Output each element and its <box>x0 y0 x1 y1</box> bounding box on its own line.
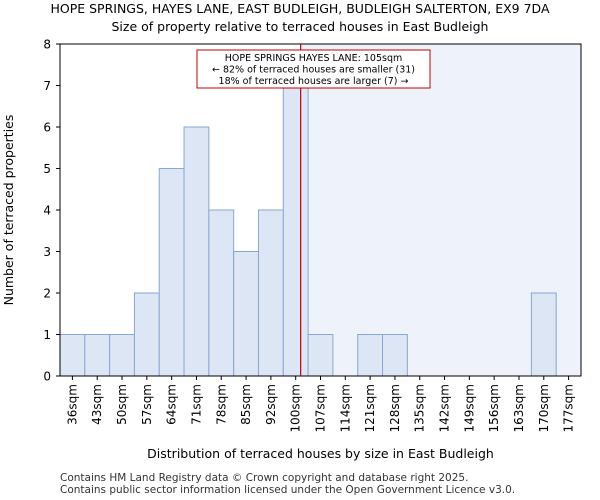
bar-107sqm <box>307 334 334 377</box>
bar-121sqm <box>357 334 384 377</box>
bar-64sqm <box>158 168 185 377</box>
footer-copyright: Contains HM Land Registry data © Crown c… <box>60 472 469 484</box>
bar-43sqm <box>84 334 111 377</box>
y-tick-label: 6 <box>43 121 51 135</box>
bar-78sqm <box>208 209 235 377</box>
x-tick-label: 142sqm <box>438 384 452 432</box>
bar-92sqm <box>257 209 284 377</box>
x-tick-label: 50sqm <box>115 384 129 425</box>
x-tick-label: 156sqm <box>487 384 501 432</box>
x-tick-label: 64sqm <box>165 384 179 425</box>
bar-100sqm <box>282 85 309 377</box>
bar-50sqm <box>109 334 135 377</box>
x-tick-label: 128sqm <box>388 384 402 432</box>
bar-57sqm <box>133 292 160 377</box>
x-tick-label: 149sqm <box>462 384 476 432</box>
chart-title: HOPE SPRINGS, HAYES LANE, EAST BUDLEIGH,… <box>50 1 550 16</box>
y-tick-label: 4 <box>43 204 51 218</box>
x-tick-label: 57sqm <box>140 384 154 425</box>
x-tick-label: 71sqm <box>189 384 203 425</box>
x-tick-label: 43sqm <box>90 384 104 425</box>
chart-subtitle: Size of property relative to terraced ho… <box>111 19 489 34</box>
x-tick-label: 121sqm <box>363 384 377 432</box>
x-tick-label: 107sqm <box>314 384 328 432</box>
annotation-line-2: ← 82% of terraced houses are smaller (31… <box>212 65 415 76</box>
y-tick-label: 2 <box>43 287 51 301</box>
bar-170sqm <box>530 292 557 377</box>
y-tick-label: 3 <box>43 245 51 259</box>
x-tick-label: 85sqm <box>239 384 253 425</box>
x-tick-label: 170sqm <box>537 384 551 432</box>
y-tick-label: 1 <box>43 328 51 342</box>
bar-chart: 0 1 2 3 4 5 6 7 8 36sqm 43sqm 50sqm 57sqm 64sqm 71sqm 7… <box>1 38 582 461</box>
x-tick-label: 92sqm <box>264 384 278 425</box>
x-tick-label: 78sqm <box>214 384 228 425</box>
annotation-box <box>196 49 431 89</box>
bar-71sqm <box>183 126 210 377</box>
x-tick-label: 177sqm <box>562 384 576 432</box>
annotation-line-1: HOPE SPRINGS HAYES LANE: 105sqm <box>225 53 403 64</box>
x-tick-label: 135sqm <box>413 384 427 432</box>
y-tick-label: 0 <box>43 370 51 384</box>
x-axis-label: Distribution of terraced houses by size … <box>147 446 494 461</box>
x-tick-label: 100sqm <box>289 384 303 432</box>
annotation-line-3: 18% of terraced houses are larger (7) → <box>219 76 409 87</box>
y-axis-label: Number of terraced properties <box>1 115 16 306</box>
bar-85sqm <box>233 251 259 377</box>
y-tick-label: 8 <box>43 38 51 52</box>
y-tick-label: 5 <box>43 162 51 176</box>
bar-36sqm <box>59 334 86 377</box>
footer-licence: Contains public sector information licen… <box>60 484 516 496</box>
bar-128sqm <box>382 334 408 377</box>
y-tick-label: 7 <box>43 79 51 93</box>
x-tick-label: 36sqm <box>65 384 79 425</box>
x-tick-label: 114sqm <box>338 384 352 432</box>
x-tick-label: 163sqm <box>512 384 526 432</box>
